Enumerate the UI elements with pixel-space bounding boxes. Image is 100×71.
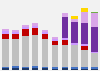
Bar <box>62 17 68 38</box>
Bar <box>62 67 68 68</box>
Bar <box>62 13 68 17</box>
Bar <box>71 16 78 19</box>
Bar <box>42 32 48 34</box>
Bar <box>71 69 78 70</box>
Bar <box>12 34 19 39</box>
Bar <box>32 26 38 28</box>
Bar <box>42 68 48 70</box>
Bar <box>91 12 98 13</box>
Bar <box>62 45 68 67</box>
Bar <box>71 67 78 69</box>
Bar <box>42 39 48 67</box>
Bar <box>81 44 88 46</box>
Bar <box>52 41 58 45</box>
Bar <box>91 27 98 52</box>
Bar <box>2 39 9 67</box>
Bar <box>71 19 78 22</box>
Bar <box>2 29 9 31</box>
Bar <box>42 67 48 68</box>
Bar <box>32 23 38 26</box>
Bar <box>81 12 88 23</box>
Bar <box>22 36 29 67</box>
Bar <box>2 68 9 70</box>
Bar <box>71 45 78 67</box>
Bar <box>12 32 19 34</box>
Bar <box>22 25 29 27</box>
Bar <box>22 29 29 36</box>
Bar <box>32 68 38 70</box>
Bar <box>2 67 9 68</box>
Bar <box>12 39 19 66</box>
Bar <box>32 66 38 68</box>
Bar <box>12 30 19 32</box>
Bar <box>22 68 29 70</box>
Bar <box>12 66 19 68</box>
Bar <box>81 46 88 50</box>
Bar <box>62 38 68 40</box>
Bar <box>71 43 78 45</box>
Bar <box>2 34 9 39</box>
Bar <box>62 40 68 45</box>
Bar <box>22 27 29 29</box>
Bar <box>52 45 58 67</box>
Bar <box>52 67 58 69</box>
Bar <box>91 67 98 69</box>
Bar <box>71 22 78 43</box>
Bar <box>81 67 88 69</box>
Bar <box>52 69 58 70</box>
Bar <box>91 53 98 67</box>
Bar <box>81 23 88 44</box>
Bar <box>91 13 98 27</box>
Bar <box>62 68 68 70</box>
Bar <box>52 37 58 39</box>
Bar <box>81 50 88 67</box>
Bar <box>32 28 38 35</box>
Bar <box>42 34 48 39</box>
Bar <box>32 35 38 66</box>
Bar <box>81 69 88 70</box>
Bar <box>52 39 58 41</box>
Bar <box>2 31 9 34</box>
Bar <box>12 68 19 70</box>
Bar <box>91 52 98 53</box>
Bar <box>42 30 48 32</box>
Bar <box>22 67 29 68</box>
Bar <box>91 69 98 70</box>
Bar <box>81 8 88 12</box>
